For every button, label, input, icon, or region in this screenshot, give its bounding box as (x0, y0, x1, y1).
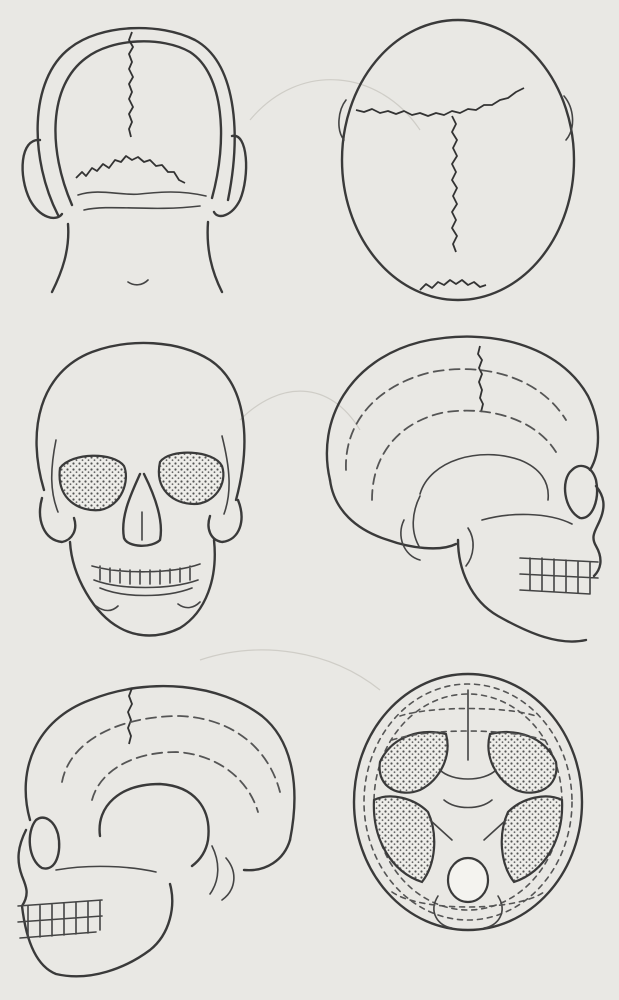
show-through-marks (199, 79, 421, 691)
right-lateral-coronal-suture (477, 345, 484, 413)
left-lateral-coronal-suture (127, 687, 133, 745)
superior-coronal-suture (355, 87, 525, 117)
anterior-mandible (68, 538, 216, 637)
left-lateral-temporal-line-lower (91, 751, 259, 813)
right-lateral-temporal-line-upper (345, 368, 567, 471)
superior-skull-outline (340, 18, 576, 302)
left-lateral-orbit (28, 816, 61, 870)
posterior-lambdoid-suture (75, 155, 186, 184)
right-lateral-teeth (519, 557, 599, 595)
right-lateral-view-panel (325, 335, 605, 643)
left-lateral-face (17, 828, 28, 908)
right-lateral-temporal-line-lower (371, 409, 557, 501)
posterior-sagittal-suture (128, 31, 134, 138)
middle-cranial-fossa-left (372, 795, 436, 884)
superior-lambdoid-suture (419, 279, 487, 291)
cranial-base-panel (352, 672, 584, 932)
posterior-right-ear (212, 134, 248, 218)
right-lateral-mandible (456, 538, 588, 643)
left-lateral-temporal-line-upper (61, 715, 281, 793)
right-lateral-face (592, 484, 605, 578)
foramen-magnum (446, 856, 490, 904)
left-lateral-teeth (17, 899, 103, 939)
anterior-upper-teeth (91, 563, 201, 585)
posterior-head-outline (36, 26, 236, 217)
middle-cranial-fossa-right (500, 795, 564, 884)
posterior-skull-outline (54, 40, 223, 207)
left-lateral-cranium-outline (24, 684, 296, 842)
left-lateral-view-panel (17, 684, 296, 978)
right-lateral-orbit (563, 464, 599, 520)
posterior-neck (50, 220, 224, 294)
superior-sagittal-suture (451, 115, 458, 253)
anterior-right-orbit (157, 451, 225, 506)
anterior-left-orbit (58, 454, 128, 512)
left-lateral-mandible (20, 882, 174, 978)
posterior-occipital-ridge (77, 191, 207, 197)
posterior-view-panel (21, 26, 248, 294)
superior-view-panel (338, 18, 576, 302)
cranial-base-outline (352, 672, 584, 932)
anterior-view-panel (35, 341, 246, 637)
posterior-left-ear (21, 138, 64, 220)
right-lateral-cranium-outline (325, 335, 600, 482)
anterior-cranium-outline (35, 341, 246, 502)
left-lateral-temporal-fossa (98, 782, 210, 868)
anterior-nasal-aperture (122, 472, 163, 547)
